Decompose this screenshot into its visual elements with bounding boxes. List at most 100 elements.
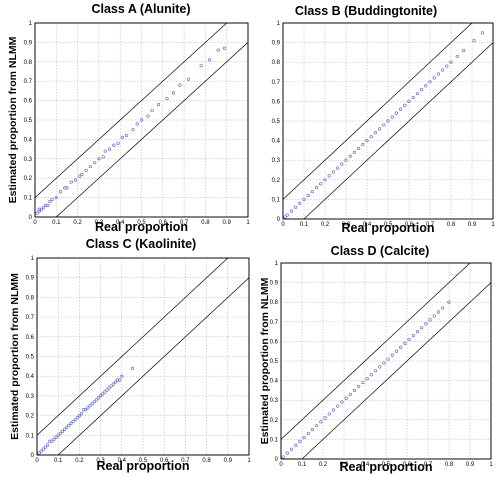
data-point <box>84 408 88 412</box>
data-point <box>327 412 331 416</box>
x-tick-label: 0.5 <box>139 458 148 464</box>
data-point <box>361 142 365 147</box>
x-tick-label: 0.1 <box>300 222 309 228</box>
bound-line-lower <box>56 42 249 218</box>
data-point <box>171 91 176 95</box>
data-point <box>480 31 485 35</box>
y-tick-label: 0.2 <box>270 418 279 424</box>
x-tick-label: 0.4 <box>118 458 127 464</box>
plot-border <box>34 22 249 218</box>
y-axis-label: Estimated proportion from NLMM <box>259 277 271 444</box>
data-point <box>382 361 386 365</box>
data-point <box>48 439 52 443</box>
data-point <box>48 199 52 204</box>
x-tick-label: 1 <box>491 222 495 228</box>
data-point <box>319 420 323 424</box>
y-tick-label: 0.2 <box>26 414 35 420</box>
data-point <box>323 178 327 182</box>
y-tick-label: 0 <box>275 457 279 463</box>
y-tick-label: 1 <box>275 261 279 267</box>
data-point <box>44 203 48 207</box>
y-tick-label: 0.5 <box>272 119 281 125</box>
data-point <box>93 161 97 165</box>
data-point <box>65 186 69 190</box>
data-point <box>37 451 41 455</box>
x-tick-label: 0.4 <box>361 462 370 468</box>
data-point <box>390 353 394 357</box>
y-tick-label: 0 <box>277 217 281 223</box>
y-tick-label: 0.9 <box>270 281 279 287</box>
data-point <box>436 310 441 314</box>
data-point <box>348 392 352 396</box>
x-tick-label: 0.1 <box>298 462 307 468</box>
plot-border <box>280 262 492 460</box>
data-point <box>289 447 294 451</box>
x-tick-label: 0 <box>33 220 37 226</box>
data-point <box>420 88 424 92</box>
y-tick-label: 0.1 <box>26 433 35 439</box>
data-point <box>103 390 107 394</box>
y-tick-label: 0.3 <box>272 158 281 164</box>
data-point <box>94 398 98 402</box>
data-point <box>58 190 63 194</box>
plot-d: 00 0.1 0.1 0.2 0.2 0.3 0.3 0.4 0.4 0.5 0.5 0.6 0.6 0.… <box>259 244 493 474</box>
x-tick-label: 0.6 <box>159 220 168 226</box>
data-point <box>331 408 336 412</box>
data-point <box>146 114 150 118</box>
y-tick-label: 0.5 <box>270 359 279 365</box>
bound-line-upper <box>280 262 471 440</box>
data-point <box>69 421 73 426</box>
data-point <box>39 449 43 453</box>
data-point <box>58 431 62 435</box>
x-tick-label: 0.7 <box>424 462 433 468</box>
y-tick-label: 0.1 <box>272 197 281 203</box>
data-point <box>432 76 436 80</box>
data-point <box>420 326 424 330</box>
data-point <box>103 149 107 153</box>
y-tick-label: 0.7 <box>26 315 35 321</box>
data-point <box>92 400 96 404</box>
data-point <box>60 429 65 433</box>
data-point <box>302 435 306 440</box>
plot-c: 00 0.1 0.1 0.2 0.2 0.3 0.3 0.4 0.4 0.5 0.5 0.6 0.6 0.… <box>9 237 251 473</box>
x-tick-label: 0 <box>279 462 283 468</box>
data-point <box>327 174 331 178</box>
y-tick-label: 0.5 <box>26 355 35 361</box>
data-point <box>455 54 459 58</box>
data-point <box>472 39 476 43</box>
plot-a: 00 0.1 0.1 0.2 0.2 0.3 0.3 0.4 0.4 0.5 0.5 0.6 0.6 0.… <box>7 2 250 234</box>
data-point <box>424 84 428 88</box>
bound-line-upper <box>282 22 473 200</box>
data-point <box>37 209 41 213</box>
x-tick-label: 0.5 <box>382 462 391 468</box>
y-tick-label: 0.7 <box>270 320 279 326</box>
data-point <box>378 365 382 369</box>
data-point <box>447 300 451 304</box>
data-point <box>107 386 111 390</box>
x-tick-label: 0.1 <box>52 220 61 226</box>
data-point <box>407 99 411 103</box>
data-point <box>399 345 403 349</box>
data-point <box>331 170 336 174</box>
data-point <box>109 384 113 388</box>
data-point <box>178 83 182 87</box>
data-point <box>120 135 124 140</box>
plot-b: 00 0.1 0.1 0.2 0.2 0.3 0.3 0.4 0.4 0.5 0.5 0.6 0.6 0.… <box>272 4 496 235</box>
data-point <box>386 357 390 361</box>
data-point <box>86 406 90 410</box>
x-tick-label: 0.5 <box>137 220 146 226</box>
y-tick-label: 0.8 <box>26 295 35 301</box>
data-point <box>35 211 39 215</box>
data-point <box>294 443 298 447</box>
y-tick-label: 0.4 <box>272 139 281 145</box>
y-tick-label: 1 <box>31 256 35 262</box>
data-point <box>348 154 352 158</box>
data-point <box>135 122 139 126</box>
data-point <box>97 157 101 161</box>
data-point <box>41 447 45 451</box>
plot-border <box>36 257 250 456</box>
x-tick-label: 0.9 <box>224 458 233 464</box>
y-tick-label: 0.2 <box>272 178 281 184</box>
data-point <box>294 205 298 209</box>
